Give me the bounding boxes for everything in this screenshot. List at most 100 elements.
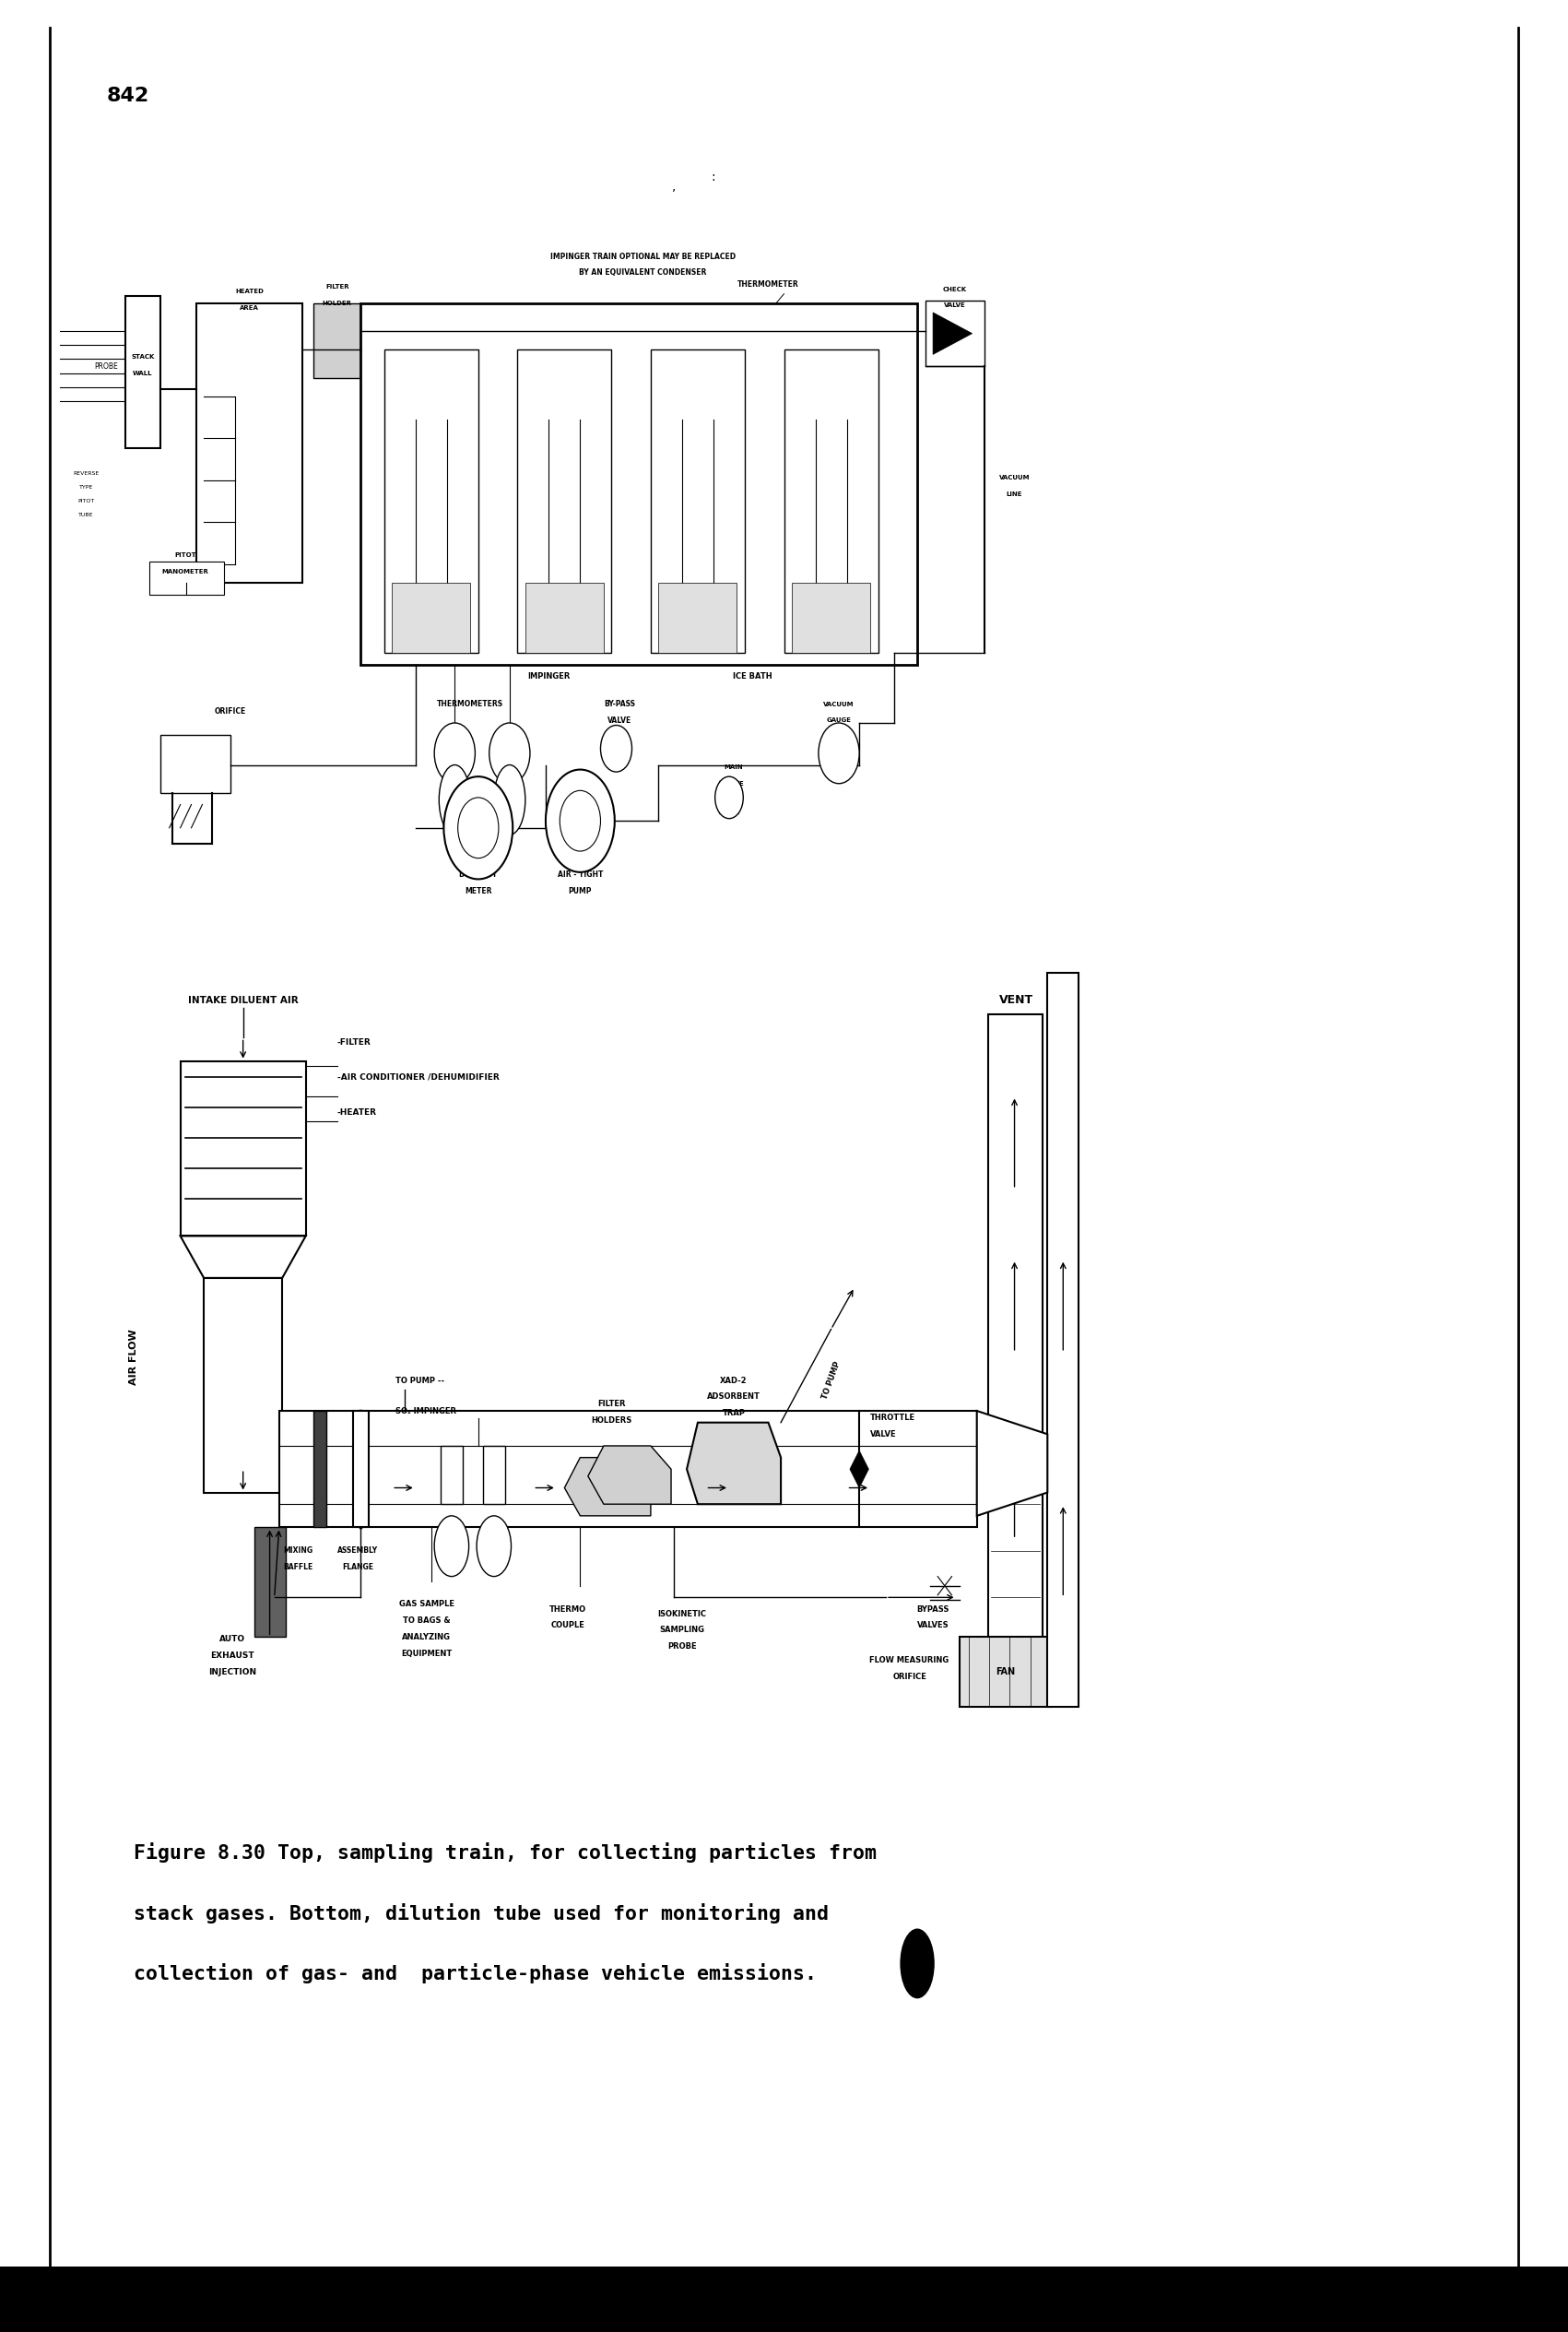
Text: TYPE: TYPE <box>80 485 93 490</box>
Text: TUBE: TUBE <box>78 513 94 518</box>
Bar <box>353 1411 368 1527</box>
Bar <box>160 735 230 793</box>
Text: Figure 8.30 Top, sampling train, for collecting particles from: Figure 8.30 Top, sampling train, for col… <box>133 1842 877 1863</box>
Text: HOLDER: HOLDER <box>323 301 351 305</box>
Text: VALVE: VALVE <box>870 1430 897 1439</box>
Bar <box>792 583 870 653</box>
Text: IMPINGER TRAIN OPTIONAL MAY BE REPLACED: IMPINGER TRAIN OPTIONAL MAY BE REPLACED <box>550 252 735 261</box>
Text: VALVES: VALVES <box>917 1621 949 1630</box>
Bar <box>988 1014 1043 1667</box>
Polygon shape <box>977 1411 1047 1516</box>
Text: PITOT: PITOT <box>78 499 94 504</box>
Text: REVERSE: REVERSE <box>74 471 99 476</box>
Text: INTAKE DILUENT AIR: INTAKE DILUENT AIR <box>188 996 298 1005</box>
Text: THROTTLE: THROTTLE <box>870 1413 916 1423</box>
Text: VACUUM: VACUUM <box>999 476 1030 480</box>
Bar <box>392 583 470 653</box>
Text: MIXING: MIXING <box>284 1546 312 1555</box>
Text: FILTER: FILTER <box>325 285 350 289</box>
Text: CHECK: CHECK <box>942 287 967 292</box>
Text: SAMPLING: SAMPLING <box>660 1625 704 1635</box>
Text: THERMOMETER: THERMOMETER <box>737 280 800 289</box>
Bar <box>149 562 224 595</box>
Bar <box>517 350 612 653</box>
Text: HEATED: HEATED <box>235 289 263 294</box>
Text: AIR FLOW: AIR FLOW <box>129 1329 138 1385</box>
Text: ,: , <box>673 180 676 194</box>
Text: MANOMETER: MANOMETER <box>162 569 209 574</box>
Text: MAIN: MAIN <box>724 765 743 770</box>
Text: INJECTION: INJECTION <box>209 1667 256 1677</box>
Text: THERMO: THERMO <box>549 1604 586 1614</box>
Polygon shape <box>687 1423 781 1504</box>
Bar <box>314 303 361 378</box>
Text: 842: 842 <box>107 86 149 105</box>
Text: IMPINGER: IMPINGER <box>527 672 571 681</box>
Text: FLOW MEASURING: FLOW MEASURING <box>870 1656 949 1665</box>
Text: ISOKINETIC: ISOKINETIC <box>657 1609 707 1618</box>
Text: TO BAGS &: TO BAGS & <box>403 1616 450 1625</box>
Circle shape <box>601 725 632 772</box>
Bar <box>925 301 985 366</box>
Text: FAN: FAN <box>996 1667 1014 1677</box>
Text: GAS SAMPLE: GAS SAMPLE <box>398 1600 455 1609</box>
Polygon shape <box>564 1458 651 1516</box>
Text: ASSEMBLY: ASSEMBLY <box>337 1546 378 1555</box>
Bar <box>125 296 160 448</box>
Text: VALVE: VALVE <box>723 781 745 786</box>
Text: VALVE: VALVE <box>944 303 966 308</box>
Text: AIR - TIGHT: AIR - TIGHT <box>557 870 604 879</box>
Text: TO PUMP --: TO PUMP -- <box>395 1376 444 1385</box>
Text: BAFFLE: BAFFLE <box>284 1562 312 1572</box>
Text: GAUGE: GAUGE <box>826 718 851 723</box>
Bar <box>525 583 604 653</box>
Ellipse shape <box>439 765 470 835</box>
Text: collection of gas- and  particle-phase vehicle emissions.: collection of gas- and particle-phase ve… <box>133 1964 817 1985</box>
Text: DRY TEST: DRY TEST <box>459 870 497 879</box>
Text: PITOT: PITOT <box>174 553 196 557</box>
Circle shape <box>489 723 530 784</box>
Text: ICE BATH: ICE BATH <box>732 672 773 681</box>
Text: BY-PASS: BY-PASS <box>604 700 635 709</box>
Text: WALL: WALL <box>133 371 152 375</box>
Text: THERMOMETERS: THERMOMETERS <box>437 700 503 709</box>
Bar <box>204 1278 282 1492</box>
Bar <box>0 2267 1568 2332</box>
Polygon shape <box>850 1451 869 1488</box>
Circle shape <box>458 798 499 858</box>
Bar <box>254 1527 285 1637</box>
Text: METER: METER <box>464 886 492 895</box>
Text: TO PUMP: TO PUMP <box>820 1360 842 1402</box>
Text: -HEATER: -HEATER <box>337 1108 376 1117</box>
Text: AUTO: AUTO <box>220 1635 245 1644</box>
Bar <box>361 303 917 665</box>
Circle shape <box>818 723 859 784</box>
Text: PROBE: PROBE <box>94 361 118 371</box>
Text: ANALYZING: ANALYZING <box>401 1632 452 1642</box>
Text: VENT: VENT <box>999 993 1033 1007</box>
Polygon shape <box>180 1236 306 1278</box>
Text: -AIR CONDITIONER /DEHUMIDIFIER: -AIR CONDITIONER /DEHUMIDIFIER <box>337 1073 499 1082</box>
Text: ADSORBENT: ADSORBENT <box>707 1392 760 1402</box>
Bar <box>651 350 745 653</box>
Bar <box>441 1446 463 1504</box>
Text: BYPASS: BYPASS <box>917 1604 949 1614</box>
Text: EQUIPMENT: EQUIPMENT <box>401 1649 452 1658</box>
Circle shape <box>546 770 615 872</box>
Bar <box>314 1411 326 1527</box>
Circle shape <box>444 777 513 879</box>
Text: :: : <box>712 170 715 184</box>
Text: VALVE: VALVE <box>607 716 632 725</box>
Bar <box>180 1061 306 1236</box>
Text: AREA: AREA <box>240 305 259 310</box>
Text: FILTER: FILTER <box>597 1399 626 1409</box>
Text: STACK: STACK <box>132 354 154 359</box>
Polygon shape <box>933 312 972 354</box>
Ellipse shape <box>900 1929 935 1999</box>
Bar <box>960 1637 1051 1707</box>
Text: PROBE: PROBE <box>668 1642 696 1651</box>
Polygon shape <box>588 1446 671 1504</box>
Text: COUPLE: COUPLE <box>550 1621 585 1630</box>
Text: XAD-2: XAD-2 <box>720 1376 748 1385</box>
Bar <box>196 303 303 583</box>
